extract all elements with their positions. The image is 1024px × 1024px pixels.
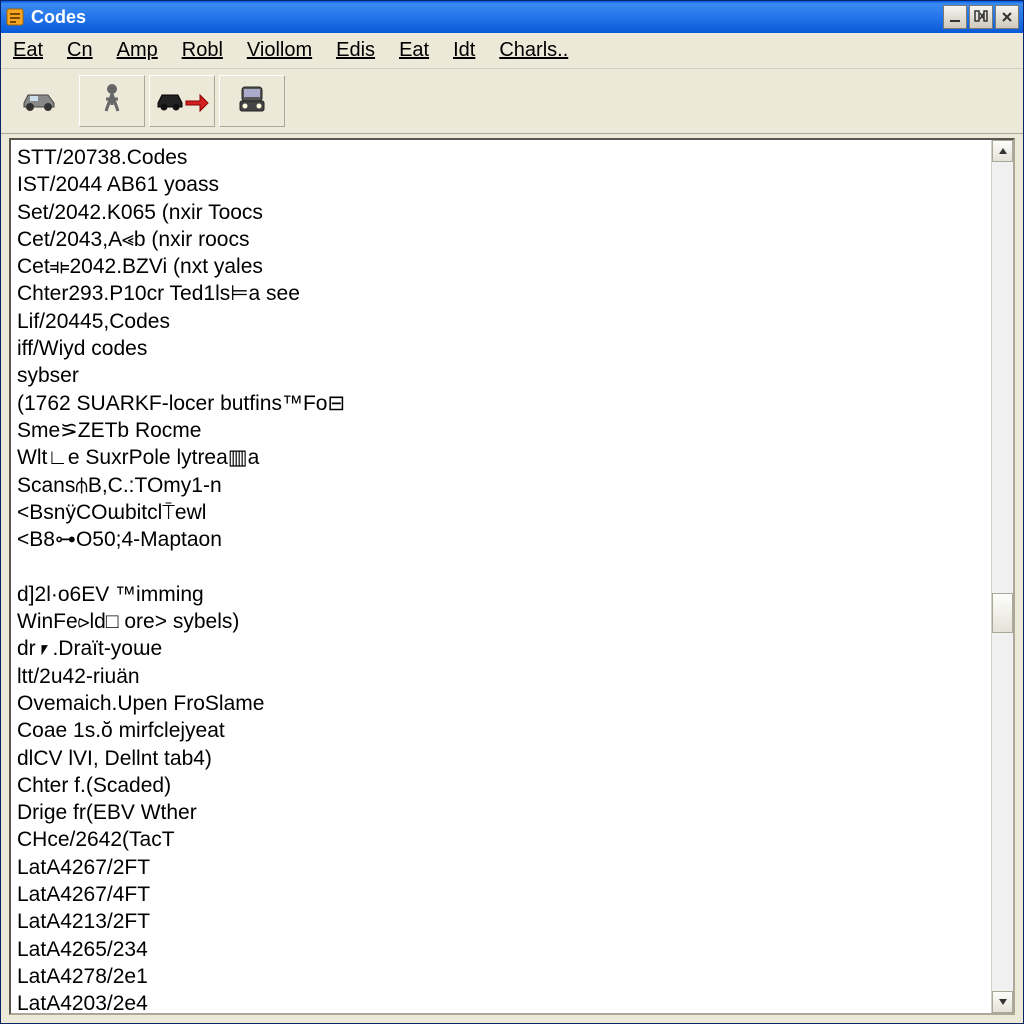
code-line: CHce/2642(TacT [17, 826, 985, 853]
tool-car-arrow[interactable] [149, 75, 215, 127]
code-line: dr⎖.Draït-yoɯe [17, 635, 985, 662]
menubar: Eat Cn Amp Robl Viollom Edis Eat Idt Cha… [1, 33, 1023, 69]
code-line: LatA4267/2FT [17, 854, 985, 881]
close-button[interactable] [995, 5, 1019, 29]
code-line: WinFe⪧ld□ ore> sybels) [17, 608, 985, 635]
code-line: sybser [17, 362, 985, 389]
car-arrow-icon [154, 83, 210, 120]
menu-eat2[interactable]: Eat [395, 37, 433, 64]
code-line: <BsnÿCOɯbitcl⍑ewl [17, 499, 985, 526]
code-line: <B8⊶O50;4-Maptaon [17, 526, 985, 553]
tool-car-front[interactable] [219, 75, 285, 127]
code-line: LatA4278/2e1 [17, 963, 985, 990]
menu-viollom[interactable]: Viollom [243, 37, 316, 64]
code-line: ltt/2u42-riuän [17, 663, 985, 690]
code-line: LatA4213/2FT [17, 908, 985, 935]
menu-edis[interactable]: Edis [332, 37, 379, 64]
car-front-icon [234, 81, 270, 122]
tool-car-left[interactable] [9, 75, 75, 127]
window-controls [943, 5, 1019, 29]
app-window: Codes Eat Cn Amp [0, 0, 1024, 1024]
car-left-icon [18, 85, 66, 118]
code-line: iff/Wiyd codes [17, 335, 985, 362]
code-line: Cet⟚2042.BZVi (nxt yales [17, 253, 985, 280]
code-line: Chter f.(Scaded) [17, 772, 985, 799]
code-line: Drige fr(EBV Wther [17, 799, 985, 826]
window-title: Codes [31, 7, 943, 28]
code-line: LatA4267/4FT [17, 881, 985, 908]
code-line: Lif/20445,Codes [17, 308, 985, 335]
code-line: Sme⪞ZETb Rocme [17, 417, 985, 444]
code-line: IST/2044 AB61 yoass [17, 171, 985, 198]
maximize-button[interactable] [969, 5, 993, 29]
titlebar: Codes [1, 1, 1023, 33]
code-line: LatA4203/2e4 [17, 990, 985, 1013]
code-line: Ovemaich.Upen FroSlame [17, 690, 985, 717]
code-line: Chter293.P10cr Ted1ls⊨a see [17, 280, 985, 307]
menu-robl[interactable]: Robl [178, 37, 227, 64]
toolbar [1, 69, 1023, 134]
scroll-down-button[interactable] [992, 991, 1013, 1013]
content-frame: STT/20738.CodesIST/2044 AB61 yoassSet/20… [9, 138, 1015, 1015]
menu-amp[interactable]: Amp [113, 37, 162, 64]
code-line: STT/20738.Codes [17, 144, 985, 171]
code-line: Set/2042.K065 (nxir Toocs [17, 199, 985, 226]
code-line: Cet/2043,A⪡b (nxir roocs [17, 226, 985, 253]
person-icon [92, 79, 132, 124]
code-line: Scans⫛B,C.:TOmy1-n [17, 472, 985, 499]
code-line: Wlt∟e SuxrPole lytrea▥a [17, 444, 985, 471]
tool-person[interactable] [79, 75, 145, 127]
code-line [17, 553, 985, 580]
app-icon [5, 7, 25, 27]
code-line: Coae 1s.ŏ mirfclejyeat [17, 717, 985, 744]
codes-text-area[interactable]: STT/20738.CodesIST/2044 AB61 yoassSet/20… [11, 140, 991, 1013]
minimize-button[interactable] [943, 5, 967, 29]
vertical-scrollbar[interactable] [991, 140, 1013, 1013]
code-line: dlCV lVI, Dellnt tab4) [17, 745, 985, 772]
menu-eat[interactable]: Eat [9, 37, 47, 64]
scroll-track[interactable] [992, 162, 1013, 991]
scroll-thumb[interactable] [992, 593, 1013, 633]
scroll-up-button[interactable] [992, 140, 1013, 162]
menu-charls[interactable]: Charls.. [495, 37, 572, 64]
menu-idt[interactable]: Idt [449, 37, 479, 64]
menu-cn[interactable]: Cn [63, 37, 97, 64]
code-line: d]2l·o6EV ™imming [17, 581, 985, 608]
code-line: LatA4265/234 [17, 936, 985, 963]
code-line: (1762 SUARKF-locer butfins™Fo⊟ [17, 390, 985, 417]
